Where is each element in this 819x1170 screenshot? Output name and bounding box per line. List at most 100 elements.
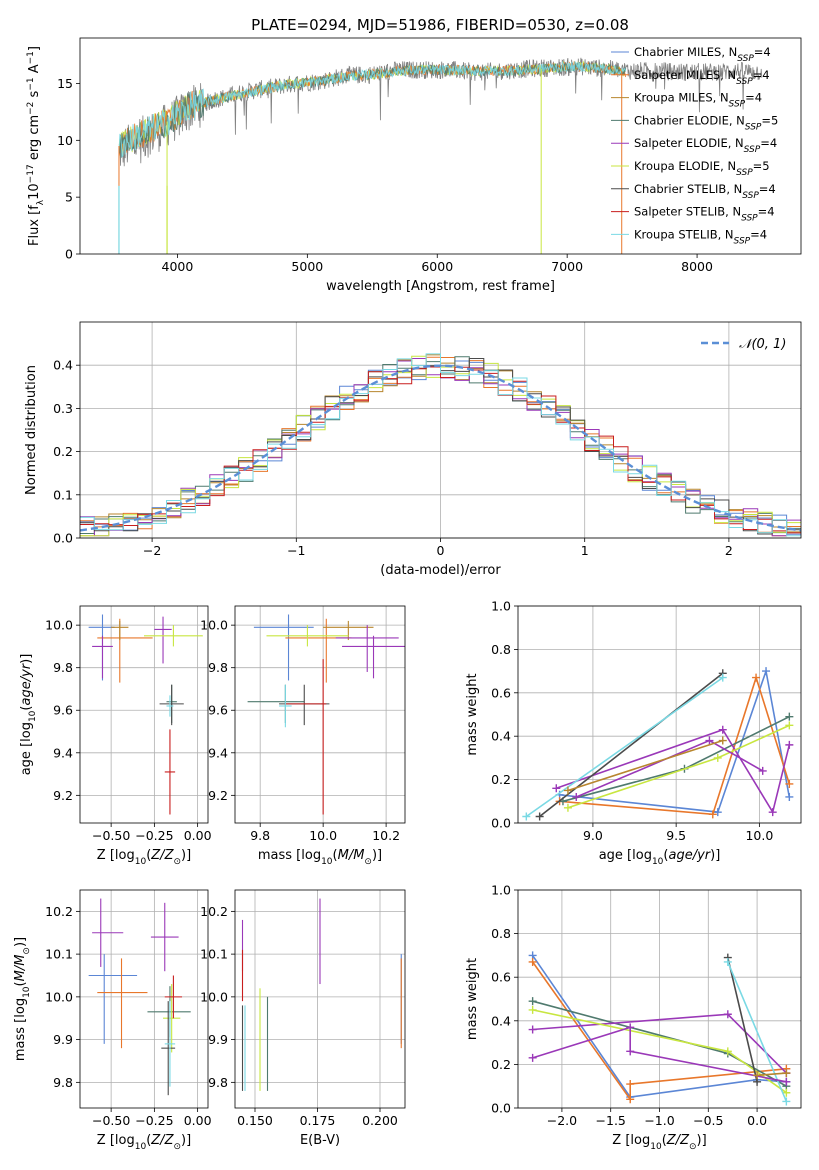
errorbar-point [253, 614, 314, 681]
y-tick-label: 9.2 [208, 788, 228, 803]
weight-marker [552, 784, 561, 793]
y-tick-label: 0.6 [491, 685, 511, 700]
legend-entry: Kroupa ELODIE, NSSP=5 [634, 159, 770, 178]
weight-marker [785, 721, 794, 730]
weight-marker [626, 1023, 635, 1032]
weight-series-line [532, 1026, 787, 1083]
x-tick-label: 9.8 [250, 828, 270, 843]
legend-entry: Salpeter STELIB, NSSP=4 [634, 205, 775, 224]
label-part: Chabrier MILES, N [634, 45, 737, 59]
x-tick-label: 0.0 [747, 1113, 767, 1128]
y-tick-label: 10.0 [45, 618, 73, 633]
x-tick-label: −0.50 [92, 1113, 130, 1128]
weight-series-line [559, 674, 791, 816]
label-part: ( [333, 848, 338, 863]
weight-marker [528, 997, 537, 1006]
label-part: M/M [13, 955, 28, 982]
y-axis-label: Flux [fλ10−17 erg cm−2 s−1 A−1] [26, 46, 46, 246]
label-part: SSP [736, 168, 753, 178]
label-part: mass [ [258, 848, 301, 863]
axes-frame [234, 889, 406, 1109]
label-part: ( [19, 706, 34, 711]
residuals-panel: −2 −1 0 1 2 0.0 0.1 0.2 0.3 0.4 𝒩(0, 1) (data-model… [24, 321, 802, 578]
y-tick-label: 0.2 [53, 444, 73, 459]
x-axis-label: (data-model)/error [380, 563, 501, 578]
x-tick-label: 0.200 [362, 1113, 398, 1128]
y-tick-label: 9.2 [53, 788, 73, 803]
errorbar-point [279, 684, 292, 728]
label-part: Kroupa STELIB, N [634, 227, 734, 241]
x-tick-label: −1.0 [644, 1113, 674, 1128]
y-tick-label: 0.1 [53, 487, 73, 502]
errorbar-point [164, 1001, 176, 1087]
legend-entry: 𝒩(0, 1) [739, 337, 786, 352]
x-tick-label: 0.175 [300, 1113, 336, 1128]
weight-marker [563, 803, 572, 812]
residual-histogram [80, 353, 801, 537]
errorbar-point [161, 1001, 176, 1096]
y-axis-label: age [log10(age/yr)] [19, 654, 38, 776]
errorbar-point [97, 618, 153, 683]
errorbar-point [164, 729, 176, 815]
label-part: λ [36, 199, 46, 205]
weight-series-line [559, 667, 791, 813]
residuals-plot [80, 353, 801, 537]
errorbar-point [166, 695, 174, 717]
label-part: )] [372, 848, 382, 863]
weight-marker [528, 1025, 537, 1034]
x-tick-label: 0 [437, 543, 445, 558]
weight-series-line [567, 739, 724, 792]
label-part: )] [697, 1133, 707, 1148]
y-tick-label: 10.2 [200, 904, 228, 919]
x-tick-label: 0.150 [237, 1113, 273, 1128]
weight-marker [762, 667, 771, 676]
gaussian-curve [80, 364, 801, 532]
weight-marker [522, 812, 531, 821]
errorbar-point [88, 954, 138, 1044]
weight-vs-metallicity-panel: −2.0 −1.5 −1.0 −0.5 0.0 0.0 0.2 0.4 0.6 0.8 1.0 Z [… [465, 883, 802, 1152]
y-tick-label: 0.2 [491, 772, 511, 787]
weight-marker [785, 792, 794, 801]
x-axis-label: E(B-V) [300, 1133, 340, 1148]
label-part: 10 [321, 857, 333, 867]
axes-frame [79, 37, 802, 255]
x-tick-label: 8000 [681, 259, 713, 274]
axes-frame [234, 605, 406, 824]
weight-marker [782, 1088, 791, 1097]
weight-marker [705, 736, 714, 745]
spectrum-panel: 4000 5000 6000 7000 8000 0 5 10 15 Chabrier MILES… [26, 37, 802, 294]
weight-marker [708, 810, 717, 819]
axes-frame [79, 605, 209, 824]
weight-marker [718, 673, 727, 682]
x-axis-label: wavelength [Angstrom, rest frame] [326, 279, 555, 294]
errorbar-point [88, 614, 115, 681]
age-vs-mass-plot [247, 614, 405, 815]
weight-vs-age-plot [522, 667, 794, 821]
label-part: =4 [758, 205, 775, 219]
x-tick-label: −0.50 [92, 828, 130, 843]
label-part: SSP [742, 191, 759, 201]
label-part: SSP [736, 77, 753, 87]
label-part: Z/Z [666, 1133, 690, 1148]
x-tick-label: −2 [143, 543, 161, 558]
x-tick-label: 1 [581, 543, 589, 558]
y-tick-label: 0.4 [491, 729, 511, 744]
errorbar-point [144, 625, 203, 647]
y-axis-label: mass weight [465, 958, 480, 1040]
x-tick-label: 10.0 [745, 828, 773, 843]
label-part: M/M [338, 848, 365, 863]
y-tick-label: 10 [57, 133, 73, 148]
weight-marker [535, 812, 544, 821]
y-tick-label: 0.0 [53, 531, 73, 546]
age-vs-z-plot [88, 614, 203, 815]
y-tick-label: 0.8 [491, 926, 511, 941]
label-part: Kroupa MILES, N [634, 91, 729, 105]
label-part: (data-model)/error [380, 563, 501, 578]
label-part: =5 [753, 159, 770, 173]
label-part: age/yr [19, 662, 34, 705]
label-part: ( [146, 848, 151, 863]
label-part: )] [710, 848, 720, 863]
y-tick-label: 0.3 [53, 401, 73, 416]
age-vs-metallicity-panel: −0.50 −0.25 0.009.29.49.69.810.0Z [log10(Z… [19, 605, 212, 867]
label-part: 10 [135, 857, 147, 867]
